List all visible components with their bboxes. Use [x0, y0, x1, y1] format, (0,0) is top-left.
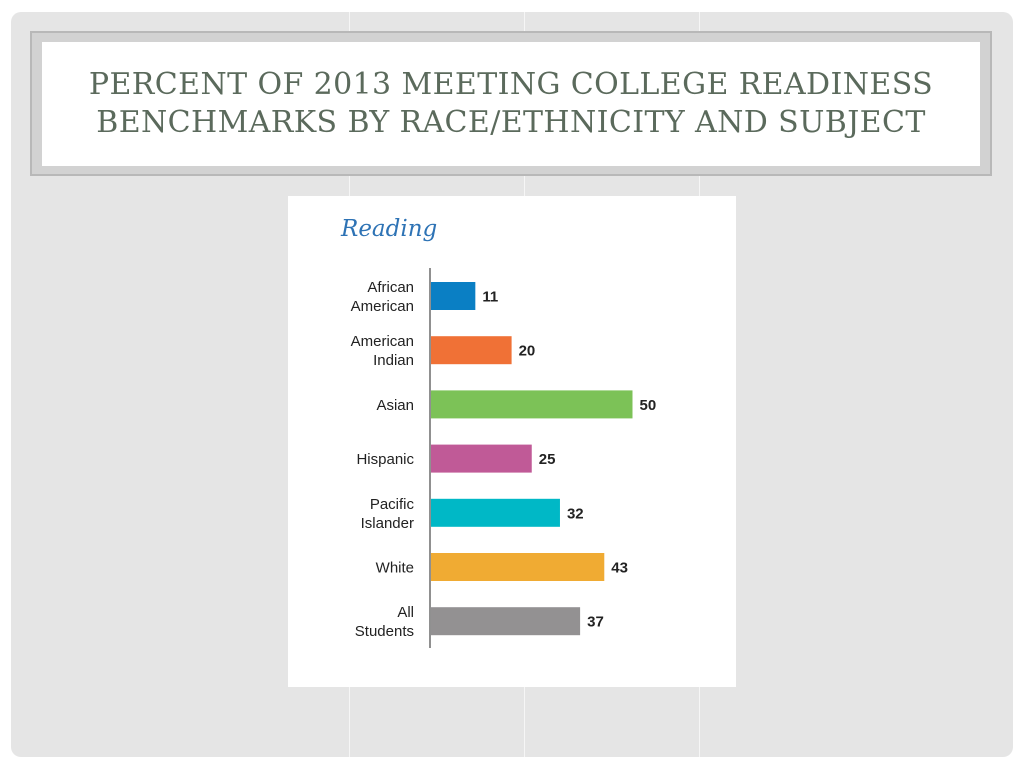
category-label: Islander [361, 515, 414, 532]
bar [431, 282, 476, 310]
slide-background: PERCENT OF 2013 MEETING COLLEGE READINES… [11, 12, 1013, 757]
data-label: 50 [640, 397, 657, 414]
data-label: 11 [482, 289, 498, 306]
data-label: 37 [587, 614, 604, 631]
category-label: Asian [376, 397, 414, 414]
reading-bar-chart: Reading 11 African American 20 American Indian… [340, 216, 657, 648]
bar [431, 444, 532, 473]
data-label: 32 [567, 505, 584, 522]
category-label: Hispanic [356, 451, 414, 468]
data-label: 25 [539, 451, 556, 468]
title-frame: PERCENT OF 2013 MEETING COLLEGE READINES… [30, 31, 992, 176]
data-label: 20 [519, 343, 536, 360]
category-label: Indian [373, 352, 414, 369]
category-label: African [367, 279, 414, 296]
category-label: Students [355, 623, 414, 640]
category-label: All [397, 604, 414, 621]
title-box: PERCENT OF 2013 MEETING COLLEGE READINES… [42, 42, 980, 166]
category-label: American [351, 298, 414, 315]
bar [431, 607, 581, 636]
bar [431, 390, 633, 419]
category-label: White [376, 560, 414, 577]
chart-title: Reading [340, 216, 437, 242]
bar [431, 553, 605, 581]
category-label: Pacific [370, 496, 415, 513]
data-label: 43 [611, 560, 628, 577]
chart-card: Reading 11 African American 20 American Indian… [288, 196, 736, 687]
slide-title: PERCENT OF 2013 MEETING COLLEGE READINES… [88, 67, 934, 140]
bar [431, 336, 512, 365]
category-label: American [351, 333, 414, 350]
bar [431, 498, 560, 527]
